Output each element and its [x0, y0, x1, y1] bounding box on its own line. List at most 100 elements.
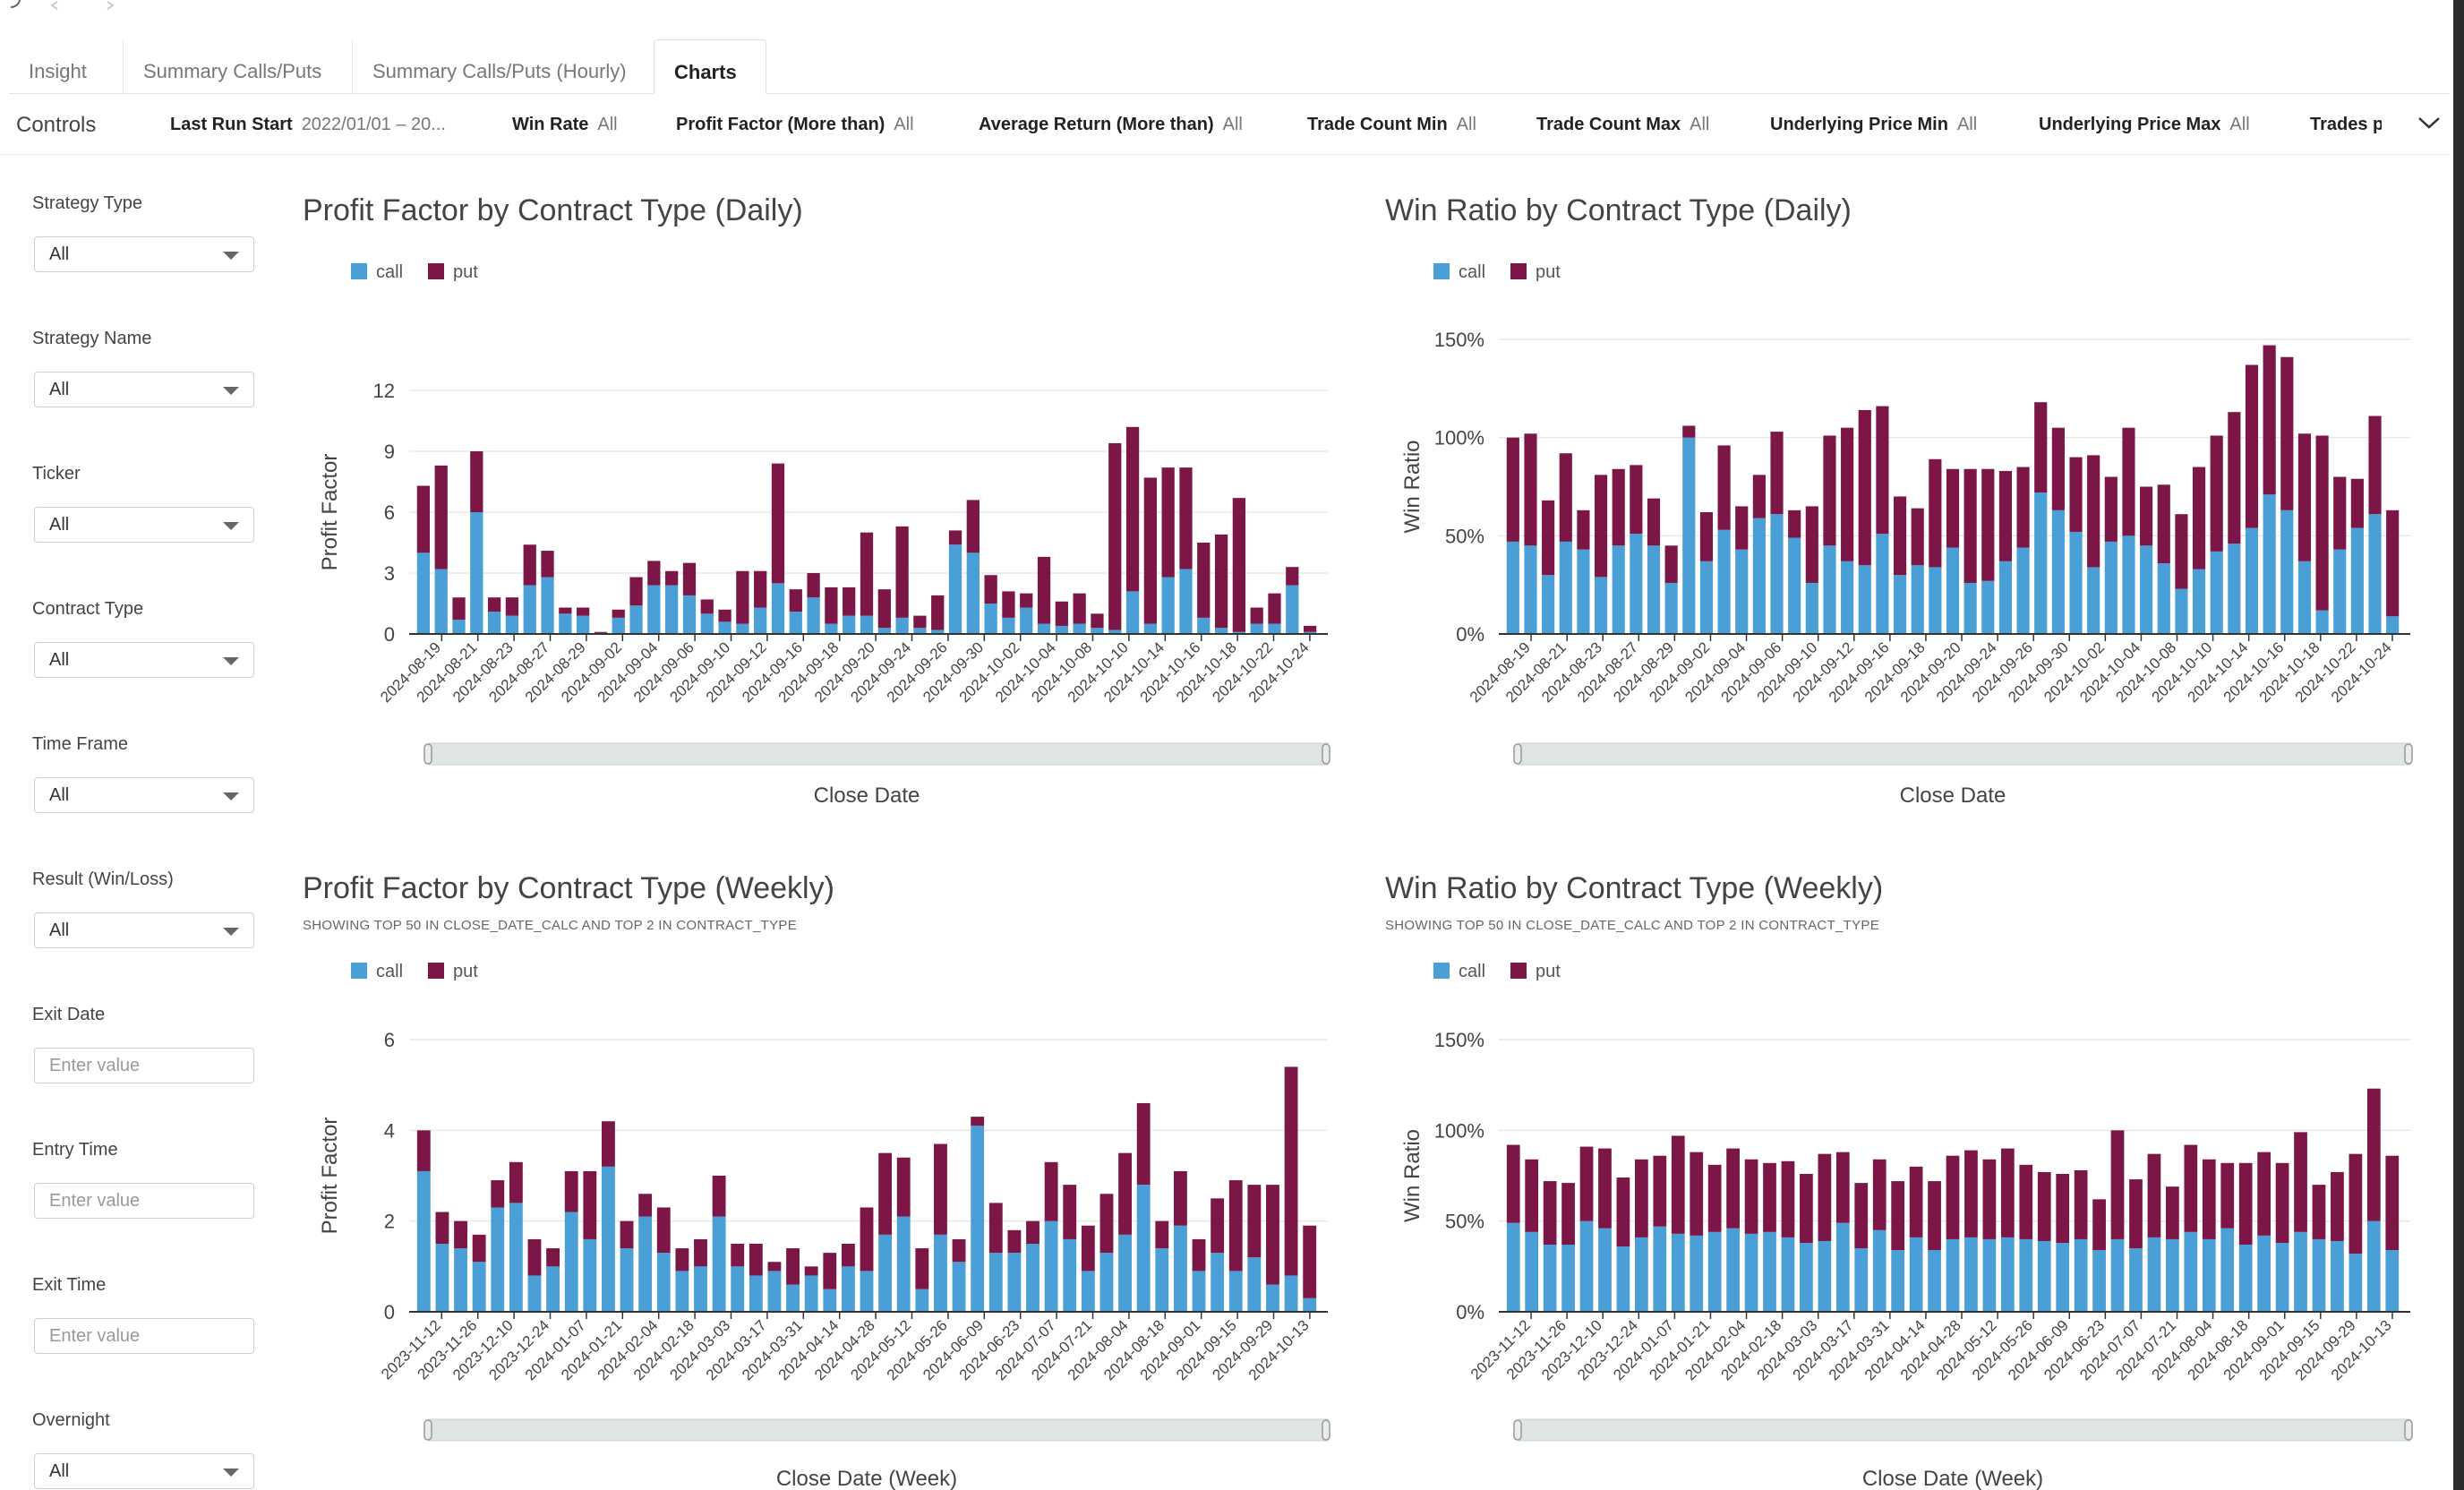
- bar-put[interactable]: [1841, 427, 1854, 561]
- bar-call[interactable]: [1823, 545, 1836, 634]
- bar-call[interactable]: [1653, 1226, 1667, 1312]
- bar-call[interactable]: [1682, 437, 1696, 634]
- bar-put[interactable]: [2192, 467, 2206, 569]
- bar-put[interactable]: [971, 1117, 985, 1126]
- filter-underlying-price-min[interactable]: Underlying Price Min All: [1770, 115, 1978, 134]
- bar-put[interactable]: [1579, 1146, 1594, 1221]
- bar-put[interactable]: [843, 587, 856, 616]
- bar-call[interactable]: [2129, 1248, 2143, 1312]
- bar-call[interactable]: [2366, 1220, 2381, 1312]
- bar-call[interactable]: [1081, 1271, 1095, 1312]
- bar-call[interactable]: [1577, 549, 1590, 634]
- bar-put[interactable]: [786, 1248, 800, 1285]
- bar-put[interactable]: [1998, 470, 2013, 561]
- bar-call[interactable]: [1893, 575, 1907, 634]
- bar-call[interactable]: [1099, 1253, 1114, 1312]
- bar-call[interactable]: [1928, 1250, 1941, 1312]
- bar-put[interactable]: [602, 1121, 615, 1167]
- bar-put[interactable]: [1044, 1161, 1058, 1221]
- bar-call[interactable]: [675, 1271, 689, 1312]
- bar-call[interactable]: [1179, 569, 1193, 634]
- bar-call[interactable]: [988, 1253, 1003, 1312]
- bar-call[interactable]: [2016, 547, 2030, 634]
- bar-call[interactable]: [1063, 1238, 1077, 1312]
- bar-put[interactable]: [505, 597, 519, 616]
- bar-put[interactable]: [487, 597, 501, 612]
- bar-put[interactable]: [694, 1238, 707, 1267]
- legend-label-put[interactable]: put: [1536, 962, 1561, 981]
- bar-call[interactable]: [559, 613, 572, 634]
- bar-put[interactable]: [1197, 543, 1211, 618]
- bar-put[interactable]: [1525, 1159, 1539, 1232]
- bar-call[interactable]: [1506, 1222, 1520, 1312]
- legend-label-call[interactable]: call: [1459, 962, 1485, 981]
- bar-call[interactable]: [1946, 547, 1960, 634]
- bar-call[interactable]: [2175, 588, 2188, 634]
- bar-put[interactable]: [452, 597, 466, 621]
- bar-put[interactable]: [1125, 426, 1140, 592]
- bar-call[interactable]: [1594, 577, 1608, 634]
- bar-call[interactable]: [1303, 1297, 1317, 1312]
- bar-put[interactable]: [789, 589, 802, 612]
- filter-trades-per[interactable]: Trades p: [2310, 115, 2382, 134]
- time-frame-select[interactable]: All: [34, 777, 254, 813]
- bar-put[interactable]: [1946, 1155, 1960, 1239]
- bar-call[interactable]: [472, 1262, 486, 1312]
- legend-label-put[interactable]: put: [453, 962, 478, 981]
- bar-call[interactable]: [2034, 492, 2048, 634]
- bar-put[interactable]: [1752, 475, 1766, 518]
- bar-call[interactable]: [823, 1289, 837, 1312]
- bar-call[interactable]: [487, 612, 501, 634]
- bar-call[interactable]: [2104, 541, 2118, 634]
- bar-call[interactable]: [1891, 1250, 1905, 1312]
- bar-call[interactable]: [1752, 518, 1766, 634]
- bar-put[interactable]: [1770, 432, 1784, 515]
- bar-put[interactable]: [1982, 1159, 1997, 1239]
- bar-put[interactable]: [629, 577, 643, 606]
- bar-put[interactable]: [948, 530, 962, 545]
- bar-call[interactable]: [1647, 545, 1661, 634]
- bar-call[interactable]: [1214, 628, 1228, 634]
- bar-put[interactable]: [1136, 1102, 1151, 1186]
- bar-put[interactable]: [2157, 484, 2170, 564]
- bar-call[interactable]: [2087, 567, 2100, 634]
- bar-put[interactable]: [804, 1266, 818, 1276]
- bar-call[interactable]: [1858, 565, 1871, 634]
- bar-call[interactable]: [1835, 1222, 1850, 1312]
- legend-swatch-call[interactable]: [1433, 263, 1450, 279]
- filter-average-return[interactable]: Average Return (More than) All: [979, 115, 1243, 134]
- bar-put[interactable]: [931, 595, 945, 630]
- result-select[interactable]: All: [34, 912, 254, 948]
- bar-put[interactable]: [2275, 1162, 2289, 1243]
- bar-put[interactable]: [564, 1170, 578, 1212]
- bar-put[interactable]: [523, 544, 536, 586]
- bar-put[interactable]: [877, 589, 891, 629]
- bar-call[interactable]: [1788, 537, 1801, 634]
- bar-put[interactable]: [1981, 468, 1995, 581]
- bar-put[interactable]: [896, 1157, 911, 1217]
- legend-label-call[interactable]: call: [376, 262, 403, 282]
- bar-call[interactable]: [1284, 1275, 1298, 1312]
- bar-put[interactable]: [2297, 433, 2312, 561]
- bar-call[interactable]: [860, 1271, 874, 1312]
- bar-call[interactable]: [731, 1266, 745, 1312]
- bar-call[interactable]: [2350, 527, 2364, 634]
- bar-call[interactable]: [1108, 629, 1122, 634]
- bar-put[interactable]: [2122, 427, 2135, 536]
- bar-call[interactable]: [577, 615, 590, 634]
- bar-put[interactable]: [1929, 458, 1942, 568]
- bar-call[interactable]: [2166, 1238, 2179, 1312]
- bar-call[interactable]: [1232, 631, 1246, 634]
- bar-put[interactable]: [1744, 1159, 1758, 1234]
- bar-call[interactable]: [2257, 1235, 2271, 1312]
- bar-call[interactable]: [2037, 1240, 2051, 1312]
- bar-call[interactable]: [2051, 510, 2065, 634]
- bar-put[interactable]: [2280, 356, 2294, 510]
- filter-trade-count-min[interactable]: Trade Count Min All: [1307, 115, 1476, 134]
- bar-put[interactable]: [2069, 457, 2083, 532]
- bar-put[interactable]: [1037, 556, 1051, 624]
- bar-put[interactable]: [700, 599, 714, 614]
- bar-put[interactable]: [1266, 1185, 1279, 1285]
- bar-put[interactable]: [1232, 498, 1246, 632]
- bar-call[interactable]: [416, 1170, 431, 1312]
